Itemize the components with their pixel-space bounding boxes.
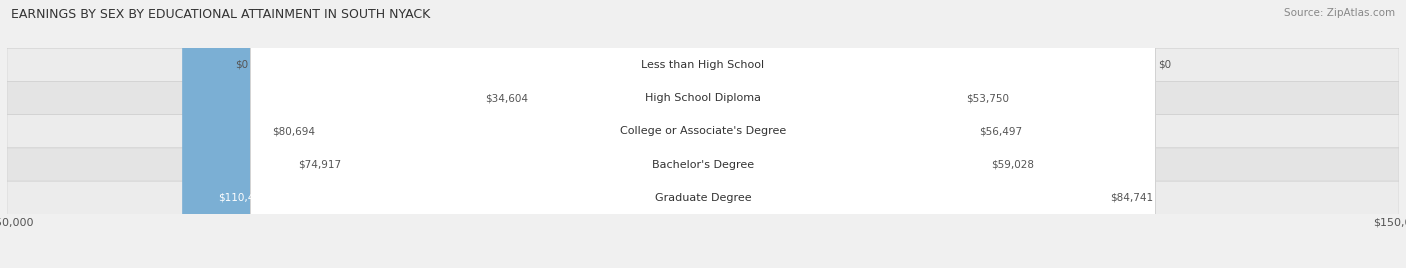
FancyBboxPatch shape	[347, 0, 711, 268]
FancyBboxPatch shape	[695, 0, 986, 268]
FancyBboxPatch shape	[250, 0, 1156, 268]
Text: Less than High School: Less than High School	[641, 60, 765, 70]
Text: $56,497: $56,497	[979, 126, 1022, 136]
FancyBboxPatch shape	[7, 81, 1399, 115]
FancyBboxPatch shape	[7, 181, 1399, 214]
FancyBboxPatch shape	[183, 0, 711, 268]
FancyBboxPatch shape	[250, 0, 1156, 268]
FancyBboxPatch shape	[250, 0, 1156, 268]
Text: $110,455: $110,455	[218, 193, 269, 203]
Text: College or Associate's Degree: College or Associate's Degree	[620, 126, 786, 136]
Text: $0: $0	[235, 60, 249, 70]
Text: High School Diploma: High School Diploma	[645, 93, 761, 103]
FancyBboxPatch shape	[534, 0, 711, 268]
Text: $34,604: $34,604	[485, 93, 529, 103]
Text: $80,694: $80,694	[271, 126, 315, 136]
Text: EARNINGS BY SEX BY EDUCATIONAL ATTAINMENT IN SOUTH NYACK: EARNINGS BY SEX BY EDUCATIONAL ATTAINMEN…	[11, 8, 430, 21]
FancyBboxPatch shape	[7, 115, 1399, 148]
FancyBboxPatch shape	[695, 0, 973, 268]
Text: $59,028: $59,028	[991, 159, 1033, 170]
FancyBboxPatch shape	[250, 0, 1156, 268]
Text: $0: $0	[1157, 60, 1171, 70]
Text: $84,741: $84,741	[1111, 193, 1153, 203]
Text: Graduate Degree: Graduate Degree	[655, 193, 751, 203]
FancyBboxPatch shape	[695, 0, 960, 268]
Text: $74,917: $74,917	[298, 159, 342, 170]
FancyBboxPatch shape	[7, 48, 1399, 81]
Text: Source: ZipAtlas.com: Source: ZipAtlas.com	[1284, 8, 1395, 18]
Text: $53,750: $53,750	[966, 93, 1010, 103]
FancyBboxPatch shape	[321, 0, 711, 268]
FancyBboxPatch shape	[695, 0, 1105, 268]
Text: Bachelor's Degree: Bachelor's Degree	[652, 159, 754, 170]
FancyBboxPatch shape	[7, 148, 1399, 181]
FancyBboxPatch shape	[250, 0, 1156, 268]
